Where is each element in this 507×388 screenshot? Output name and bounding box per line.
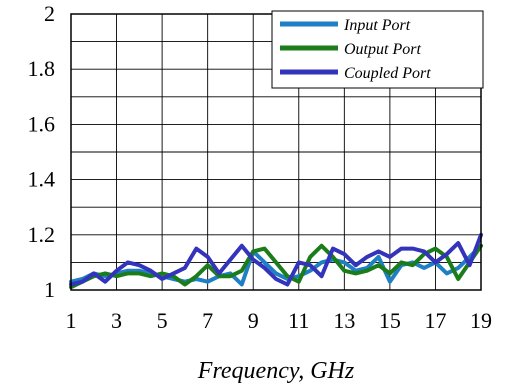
chart-series-group — [69, 232, 483, 290]
x-tick-label: 9 — [248, 308, 259, 333]
y-tick-label: 1 — [44, 277, 55, 302]
x-tick-label: 19 — [470, 308, 492, 333]
y-tick-label: 1.2 — [28, 222, 56, 247]
x-tick-label: 7 — [202, 308, 213, 333]
y-tick-label: 2 — [44, 1, 55, 26]
y-tick-label: 1.4 — [28, 167, 56, 192]
legend-label: Coupled Port — [344, 65, 431, 82]
x-tick-label: 15 — [379, 308, 401, 333]
x-tick-label: 5 — [157, 308, 168, 333]
x-tick-label: 3 — [111, 308, 122, 333]
chart-legend: Input Port Output Port Coupled Port — [271, 10, 484, 89]
series-line-input-port — [69, 243, 483, 287]
x-axis-title: Frequency, GHz — [197, 358, 355, 384]
y-axis-tick-labels: 1 1.2 1.4 1.6 1.8 2 — [28, 1, 56, 302]
legend-label: Output Port — [344, 41, 421, 58]
series-line-output-port — [69, 243, 483, 290]
x-tick-label: 11 — [288, 308, 309, 333]
legend-label: Input Port — [343, 17, 411, 34]
y-tick-label: 1.8 — [28, 56, 56, 81]
y-tick-label: 1.6 — [28, 111, 56, 136]
x-tick-label: 13 — [333, 308, 355, 333]
x-tick-label: 1 — [66, 308, 77, 333]
series-line-coupled-port — [69, 232, 483, 287]
x-axis-tick-labels: 1 3 5 7 9 11 13 15 17 19 — [66, 308, 493, 333]
x-tick-label: 17 — [424, 308, 446, 333]
